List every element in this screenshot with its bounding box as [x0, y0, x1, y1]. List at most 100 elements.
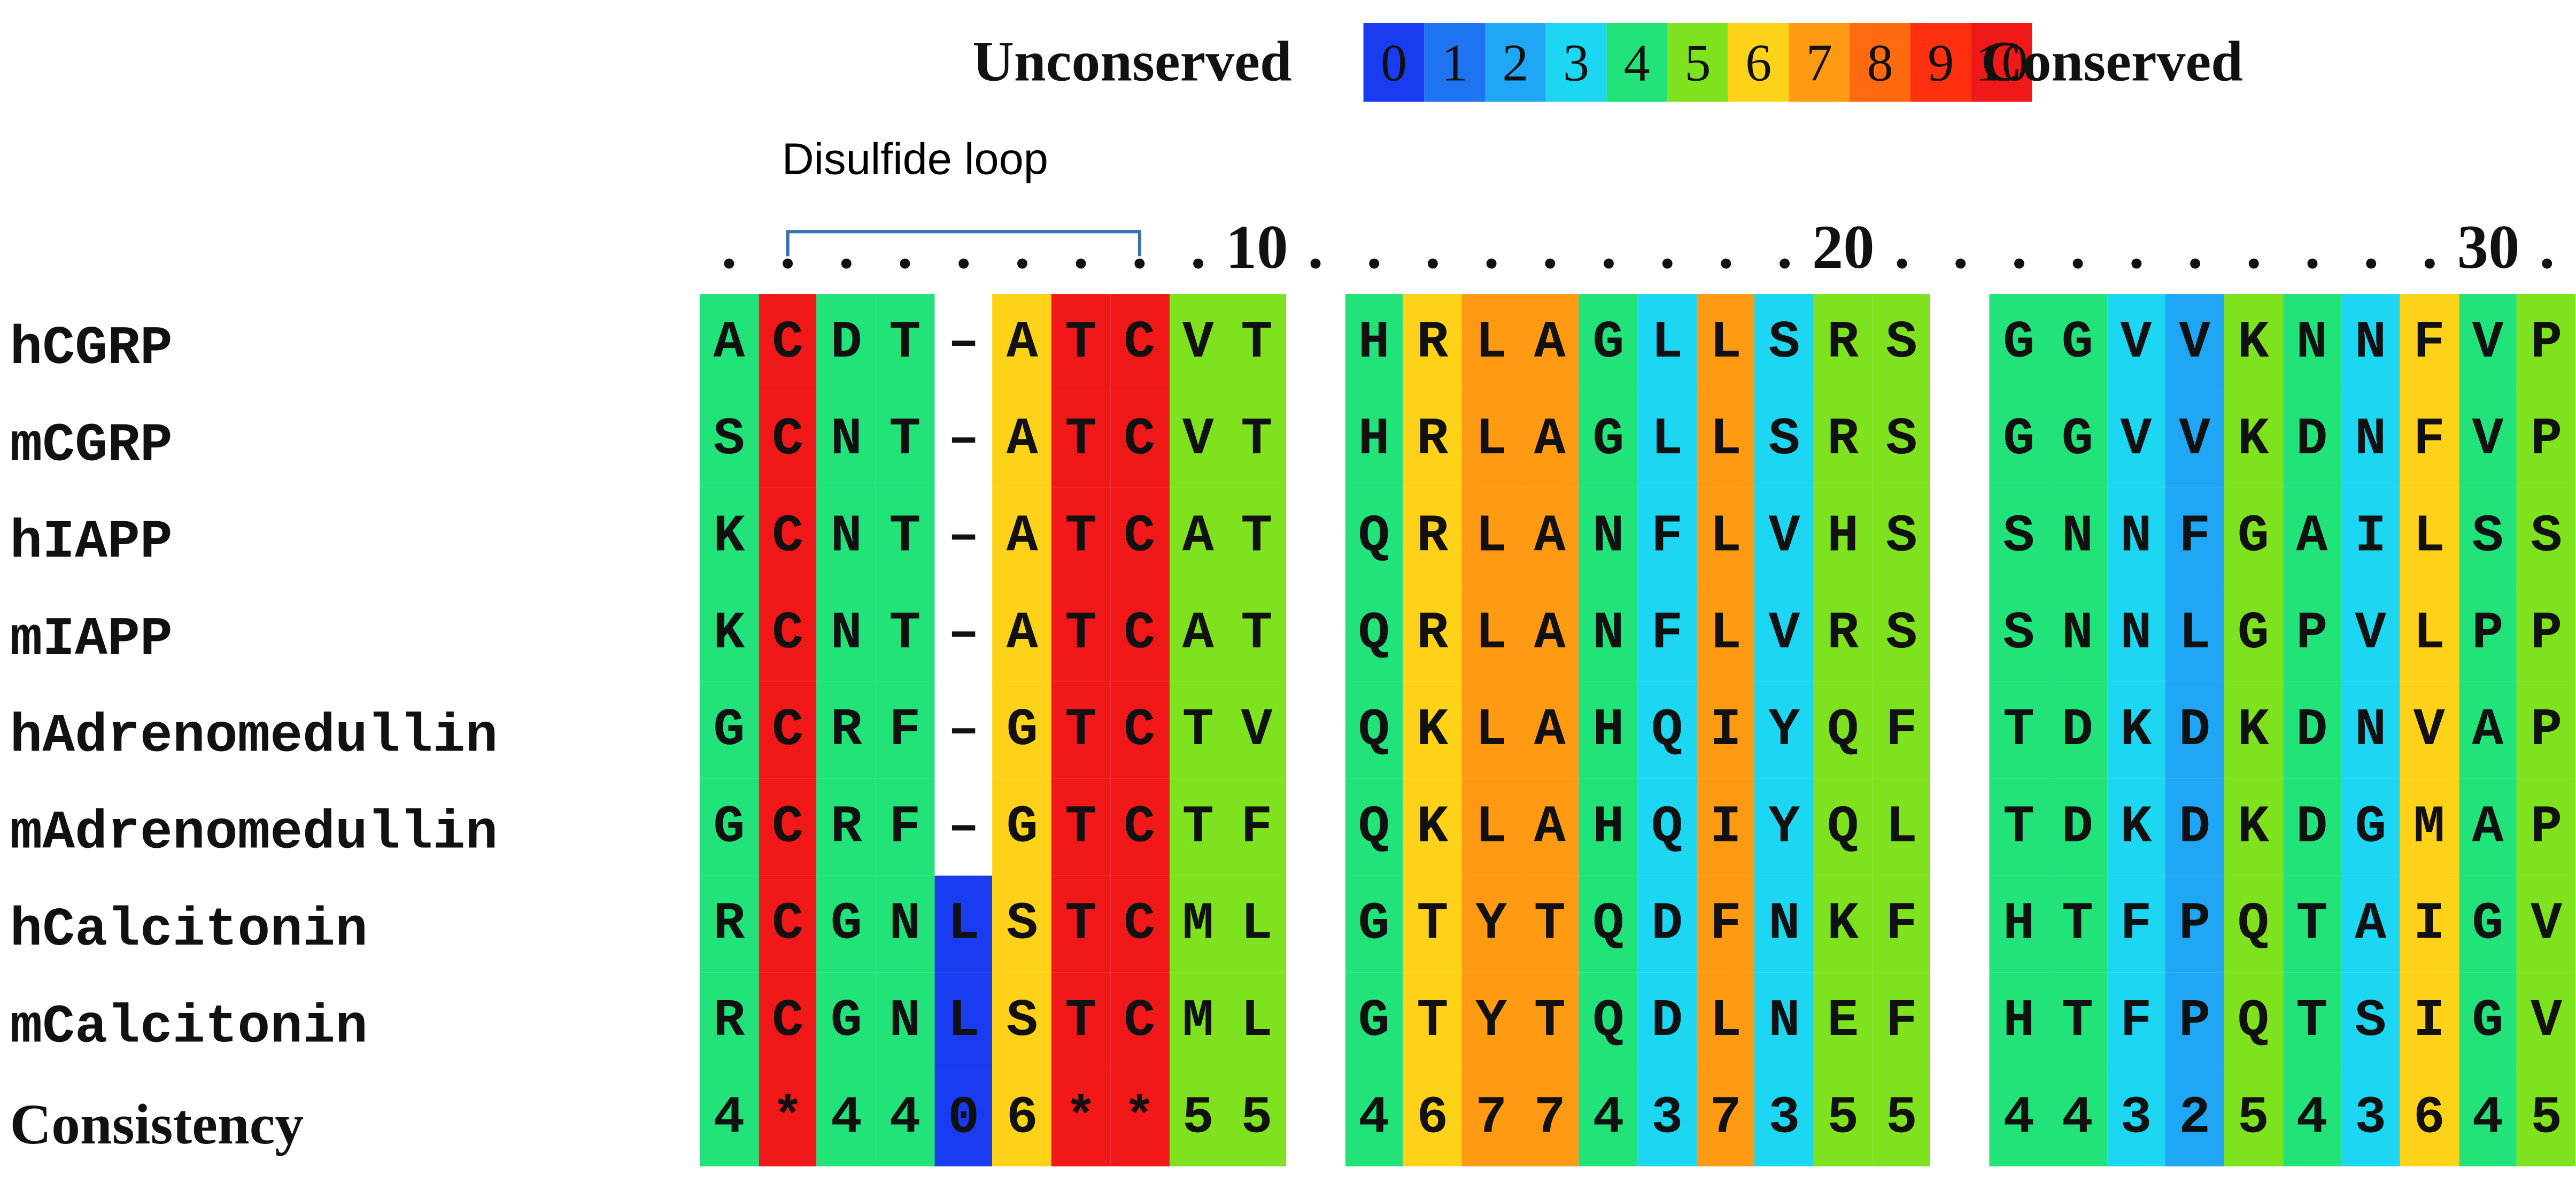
residue	[1931, 876, 1990, 972]
residue: L	[2165, 584, 2224, 682]
residue: R	[817, 682, 876, 779]
residue: T	[1403, 875, 1462, 973]
residue: A	[2341, 875, 2400, 973]
sequence-name: hCGRP	[10, 319, 173, 380]
residue: F	[1227, 778, 1286, 876]
residue: A	[2458, 778, 2517, 876]
consistency-score: *	[758, 1069, 817, 1166]
residue: G	[2224, 488, 2283, 585]
ruler-label: 30	[2457, 213, 2520, 283]
residue: V	[1755, 584, 1814, 682]
residue: S	[2517, 488, 2576, 585]
consistency-score: 7	[1520, 1069, 1580, 1166]
residue: C	[758, 778, 817, 876]
ruler-dot: .	[2422, 213, 2438, 283]
residue: G	[1579, 294, 1638, 391]
residue: R	[817, 778, 876, 876]
residue: G	[2048, 391, 2107, 488]
residue: C	[758, 972, 817, 1070]
sequence-name: mIAPP	[10, 609, 173, 670]
ruler-dot: .	[2304, 213, 2320, 283]
residue: –	[934, 778, 993, 876]
residue: K	[1813, 875, 1873, 973]
residue: L	[1637, 294, 1697, 391]
residue: V	[1227, 682, 1286, 779]
sequence-row: K C N T – A T C A T Q R L A N F L V H S S N N F G A I L S S	[700, 488, 2576, 585]
residue: A	[993, 488, 1052, 585]
ruler-dot: .	[2246, 213, 2262, 283]
residue: G	[1344, 875, 1404, 973]
consistency-score: 4	[1579, 1069, 1638, 1166]
residue: F	[2107, 972, 2165, 1070]
residue: I	[1696, 682, 1755, 779]
consistency-score: 5	[2224, 1069, 2283, 1166]
residue: F	[2400, 391, 2459, 488]
consistency-score: 4	[1989, 1069, 2048, 1166]
residue: F	[1872, 972, 1931, 1070]
residue: G	[2341, 778, 2400, 876]
residue: –	[934, 294, 993, 391]
residue: V	[2165, 294, 2224, 391]
residue: H	[1989, 875, 2048, 973]
residue: C	[1110, 682, 1169, 779]
alignment-grid: A C D T – A T C V T H R L A G L L S R S G G V V K N N F V P S C N T – A T C V T…	[700, 294, 2576, 1166]
residue: R	[1403, 294, 1462, 391]
residue: G	[993, 682, 1052, 779]
residue: G	[2224, 584, 2283, 682]
residue: F	[1637, 488, 1697, 585]
residue: L	[1461, 294, 1521, 391]
residue: S	[993, 875, 1052, 973]
residue: Y	[1755, 682, 1814, 779]
residue: G	[817, 972, 876, 1070]
residue: N	[2048, 584, 2107, 682]
residue: Q	[1579, 875, 1638, 973]
sequence-name: mCalcitonin	[10, 997, 368, 1058]
residue: T	[1520, 875, 1580, 973]
residue: S	[993, 972, 1052, 1070]
residue: T	[2283, 875, 2341, 973]
legend-unconserved-label: Unconserved	[972, 29, 1292, 94]
residue: R	[700, 875, 759, 973]
ruler-dot: .	[2070, 213, 2086, 283]
residue: H	[1344, 294, 1404, 391]
consistency-score: 4	[2048, 1069, 2107, 1166]
residue: Q	[1344, 778, 1404, 876]
legend-level-0: 0	[1363, 23, 1425, 102]
ruler-dot: .	[1894, 213, 1910, 283]
residue: P	[2165, 972, 2224, 1070]
ruler-dot: .	[1542, 213, 1558, 283]
residue: G	[1989, 294, 2048, 391]
consistency-score: 4	[2283, 1069, 2341, 1166]
residue	[1931, 779, 1990, 876]
residue	[1286, 682, 1345, 778]
residue: S	[1872, 488, 1931, 585]
residue: A	[1520, 488, 1580, 585]
residue: V	[2107, 294, 2165, 391]
residue: V	[1169, 294, 1228, 391]
residue: Q	[1579, 972, 1638, 1070]
residue: I	[2400, 875, 2459, 973]
residue: R	[1813, 584, 1873, 682]
sequence-name: hCalcitonin	[10, 900, 368, 961]
residue: V	[2165, 391, 2224, 488]
residue: R	[1403, 584, 1462, 682]
consistency-score: *	[1110, 1069, 1169, 1166]
residue	[1931, 585, 1990, 682]
residue: L	[934, 972, 993, 1070]
residue: F	[876, 778, 934, 876]
residue: P	[2517, 294, 2576, 391]
residue: A	[1520, 391, 1580, 488]
residue: V	[1169, 391, 1228, 488]
residue: T	[876, 294, 934, 391]
residue: G	[2048, 294, 2107, 391]
consistency-score	[1286, 1070, 1345, 1166]
residue: A	[1520, 294, 1580, 391]
residue: G	[1579, 391, 1638, 488]
residue: Y	[1461, 875, 1521, 973]
residue: C	[758, 294, 817, 391]
ruler-dot: .	[721, 213, 737, 283]
residue: E	[1813, 972, 1873, 1070]
residue	[1286, 876, 1345, 972]
residue: C	[758, 584, 817, 682]
residue: T	[1403, 972, 1462, 1070]
